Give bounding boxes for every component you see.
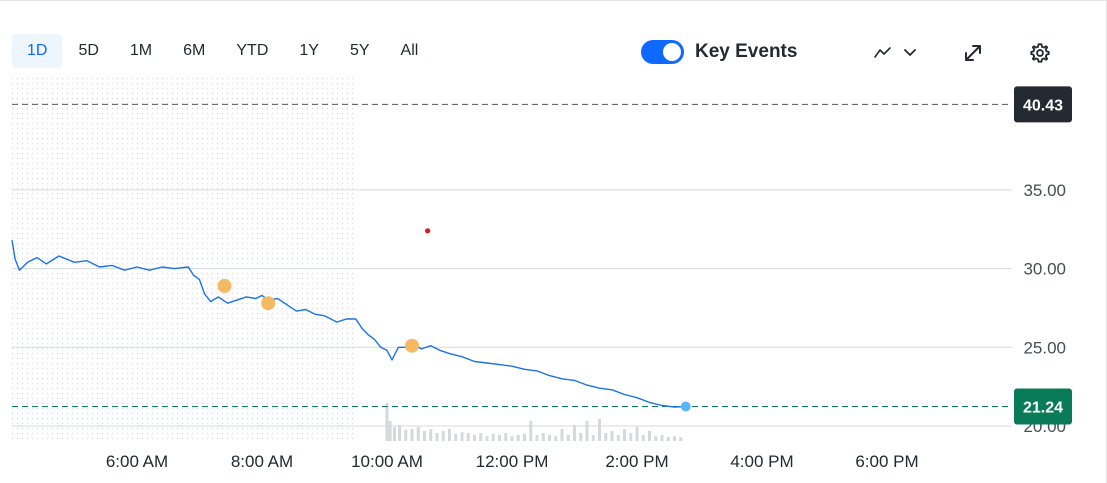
- range-button-all[interactable]: All: [386, 34, 434, 68]
- x-tick-label: 4:00 PM: [730, 452, 793, 471]
- range-button-1m[interactable]: 1M: [115, 34, 167, 68]
- current-price-badge-box: [1014, 388, 1072, 425]
- current-price-value: 21.24: [1023, 399, 1063, 416]
- volume-bar: [529, 421, 533, 441]
- volume-bar: [573, 425, 576, 441]
- y-tick-label: 25.00: [1023, 338, 1066, 357]
- volume-bar: [579, 433, 583, 441]
- volume-bar: [654, 436, 658, 441]
- range-button-5y[interactable]: 5Y: [335, 34, 385, 68]
- volume-bar: [548, 435, 551, 441]
- key-events-control: Key Events: [641, 39, 797, 65]
- volume-bar: [598, 419, 601, 441]
- range-button-ytd[interactable]: YTD: [221, 34, 283, 68]
- volume-bar: [610, 431, 614, 441]
- volume-bar: [666, 437, 670, 441]
- live-price-dot: [680, 401, 691, 412]
- volume-bar: [541, 433, 545, 441]
- volume-bar: [616, 435, 620, 441]
- premarket-shading: [12, 76, 356, 441]
- volume-bar: [410, 429, 414, 441]
- volume-bar: [466, 433, 470, 441]
- gear-icon: [1030, 43, 1050, 63]
- volume-bar: [516, 435, 520, 441]
- volume-bar: [523, 433, 526, 441]
- volume-bar: [441, 431, 445, 441]
- volume-bar: [393, 427, 396, 441]
- volume-bar: [460, 432, 464, 441]
- toggle-knob: [663, 43, 681, 61]
- volume-bar: [585, 421, 589, 441]
- key-event-marker[interactable]: [405, 338, 419, 353]
- range-button-5d[interactable]: 5D: [63, 34, 113, 68]
- chart-type-button[interactable]: [868, 39, 920, 65]
- x-tick-label: 6:00 AM: [106, 452, 168, 471]
- key-event-marker[interactable]: [261, 296, 276, 311]
- previous-close-badge: 40.43: [1014, 86, 1072, 123]
- x-axis-labels: 6:00 AM 8:00 AM 10:00 AM 12:00 PM 2:00 PM 4:0…: [106, 452, 919, 471]
- x-tick-label: 6:00 PM: [855, 452, 918, 471]
- volume-bar: [385, 403, 389, 441]
- volume-bar: [423, 431, 426, 441]
- current-price-badge: 21.24: [1014, 388, 1072, 425]
- price-line: [11, 240, 686, 408]
- key-events-label: Key Events: [695, 41, 798, 62]
- x-tick-label: 12:00 PM: [476, 452, 549, 471]
- line-chart-icon: [874, 47, 916, 58]
- volume-bar: [454, 433, 458, 441]
- key-event-markers: [217, 278, 419, 353]
- volume-bar: [435, 433, 439, 441]
- volume-bar: [535, 435, 539, 441]
- x-tick-label: 2:00 PM: [605, 452, 668, 471]
- volume-bars: [385, 403, 683, 441]
- volume-bar: [648, 431, 651, 441]
- volume-bar: [673, 436, 676, 441]
- expand-icon: [965, 45, 981, 61]
- volume-bar: [641, 435, 645, 441]
- range-selector: 1D 5D 1M 6M YTD 1Y 5Y All: [12, 34, 434, 68]
- volume-bar: [498, 435, 501, 441]
- volume-bar: [388, 421, 392, 441]
- volume-bar: [491, 433, 495, 441]
- volume-bar: [560, 429, 564, 441]
- volume-bar: [510, 436, 514, 441]
- grid-lines: [12, 189, 1012, 427]
- volume-bar: [635, 427, 639, 441]
- volume-bar: [398, 425, 401, 441]
- previous-close-value: 40.43: [1023, 97, 1063, 114]
- volume-bar: [554, 436, 558, 441]
- volume-bar: [429, 429, 433, 441]
- volume-bar: [604, 433, 608, 441]
- volume-bar: [629, 433, 633, 441]
- alert-dot: [425, 228, 431, 234]
- range-button-1y[interactable]: 1Y: [284, 34, 334, 68]
- x-tick-label: 10:00 AM: [351, 452, 423, 471]
- volume-bar: [473, 435, 476, 441]
- volume-bar: [660, 435, 664, 441]
- volume-bar: [404, 429, 408, 441]
- volume-bar: [416, 427, 420, 441]
- x-tick-label: 8:00 AM: [231, 452, 293, 471]
- volume-bar: [623, 429, 626, 441]
- expand-button[interactable]: [958, 39, 988, 67]
- volume-bar: [566, 435, 570, 441]
- volume-bar: [679, 437, 683, 441]
- volume-bar: [448, 429, 451, 441]
- previous-close-badge-box: [1014, 86, 1072, 123]
- volume-bar: [485, 436, 489, 441]
- volume-bar: [591, 435, 595, 441]
- key-events-toggle[interactable]: [641, 40, 684, 64]
- y-tick-label: 30.00: [1023, 260, 1066, 279]
- volume-bar: [479, 433, 483, 441]
- range-button-1d[interactable]: 1D: [12, 34, 63, 68]
- range-button-6m[interactable]: 6M: [168, 34, 220, 68]
- key-event-marker[interactable]: [217, 278, 232, 293]
- volume-bar: [504, 433, 508, 441]
- y-tick-label: 35.00: [1023, 181, 1066, 200]
- settings-button[interactable]: [1025, 39, 1055, 67]
